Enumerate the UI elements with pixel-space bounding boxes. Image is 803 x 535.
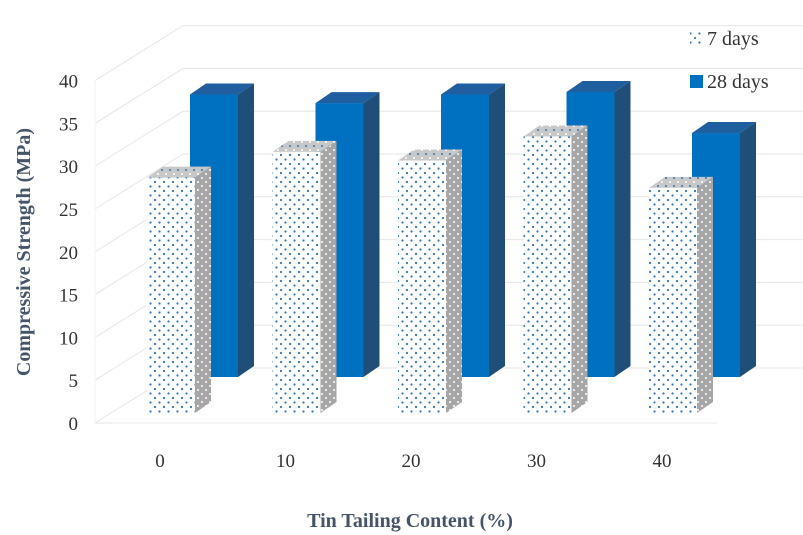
bar-side-face xyxy=(489,83,505,378)
bar-top-face xyxy=(190,83,254,95)
bar-top-face xyxy=(441,83,505,95)
bar-top-face xyxy=(272,140,337,152)
bar-top-face xyxy=(147,166,211,178)
bar-side-face xyxy=(238,83,254,378)
y-tick-label: 35 xyxy=(59,114,78,135)
x-tick-label: 20 xyxy=(402,451,421,472)
bar-side-face xyxy=(195,166,211,413)
bar-top-face xyxy=(398,149,462,161)
gridline-diag xyxy=(94,67,184,124)
bar-front-face xyxy=(272,151,321,414)
bar-top-face xyxy=(566,80,631,92)
bar-7-days xyxy=(523,125,588,414)
legend: 7 days 28 days xyxy=(690,28,769,93)
legend-swatch xyxy=(690,75,703,88)
y-tick-label: 15 xyxy=(59,286,78,307)
legend-swatch xyxy=(690,32,703,45)
y-tick-label: 10 xyxy=(59,328,78,349)
bar-side-face xyxy=(740,122,756,377)
legend-entry: 28 days xyxy=(690,71,769,93)
bar-side-face xyxy=(697,176,713,413)
bar-top-face xyxy=(692,122,756,134)
legend-label: 28 days xyxy=(707,71,769,93)
bar-side-face xyxy=(320,140,337,414)
bar-side-face xyxy=(446,149,462,414)
y-tick-label: 5 xyxy=(69,371,79,392)
x-tick-label: 40 xyxy=(653,451,672,472)
bar-front-face xyxy=(523,136,572,413)
bar-side-face xyxy=(614,80,631,378)
bar-7-days xyxy=(649,176,713,413)
bar-side-face xyxy=(571,125,588,414)
y-tick-label: 40 xyxy=(59,72,78,93)
x-axis-title: Tin Tailing Content (%) xyxy=(307,510,513,532)
legend-entry: 7 days xyxy=(690,28,759,50)
y-tick-label: 0 xyxy=(69,414,79,435)
bar-side-face xyxy=(363,92,380,377)
bar-front-face xyxy=(649,187,697,413)
bar-top-face xyxy=(315,92,380,104)
y-tick-label: 25 xyxy=(59,200,78,221)
bar-top-face xyxy=(649,176,713,188)
x-axis: 0 10 20 30 40 xyxy=(155,451,671,472)
bars xyxy=(147,80,756,414)
bar-front-face xyxy=(398,160,446,413)
legend-label: 7 days xyxy=(707,28,759,50)
gridline-diag xyxy=(94,25,184,82)
bar-7-days xyxy=(398,149,462,414)
x-tick-label: 30 xyxy=(527,451,546,472)
y-tick-label: 20 xyxy=(59,243,78,264)
y-axis-title: Compressive Strength (MPa) xyxy=(13,128,35,376)
bar-front-face xyxy=(147,177,195,413)
bar-top-face xyxy=(523,125,588,137)
gridline-diag xyxy=(94,153,184,210)
y-tick-label: 30 xyxy=(59,157,78,178)
bar-7-days xyxy=(147,166,211,413)
x-tick-label: 0 xyxy=(155,451,165,472)
y-axis: 0 5 10 15 20 25 30 35 40 xyxy=(59,72,78,435)
bar-7-days xyxy=(272,140,337,414)
x-tick-label: 10 xyxy=(276,451,295,472)
gridline-diag xyxy=(94,110,184,167)
